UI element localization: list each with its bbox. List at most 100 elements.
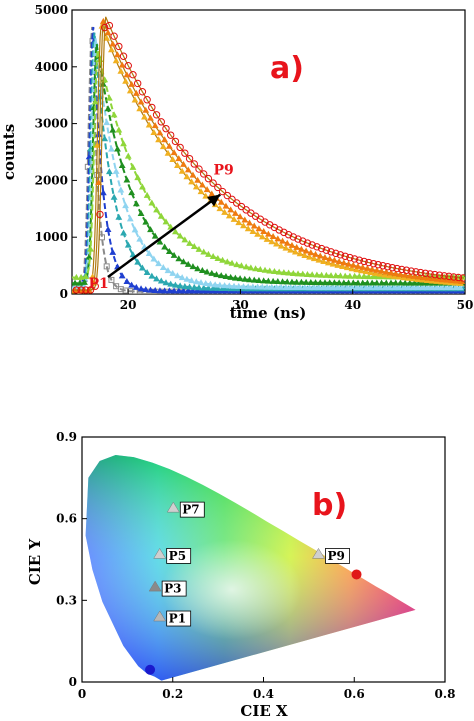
decay-point [217,198,225,205]
decay-point [456,284,464,291]
decay-point [128,189,136,196]
decay-point [303,239,312,247]
decay-point [343,264,351,271]
decay-point [409,284,417,291]
cie-point-label-box [325,548,350,564]
decay-point [247,264,255,271]
decay-point [242,263,250,270]
decay-point [72,279,79,286]
trend-arrow-head [206,194,221,207]
decay-point [96,210,104,219]
decay-point [114,51,121,58]
cie-point-label: P5 [169,549,186,563]
decay-point [395,284,403,291]
decay-point [174,272,181,279]
decay-point [157,277,165,284]
decay-point [157,118,165,126]
decay-point [345,279,352,286]
cie-chart: 0 0.2 0.4 0.6 0.8 0 0.3 0.6 0.9 P1 P3 P5 P7 P9 b) CI… [26,430,455,720]
cie-point-marker [153,547,167,559]
decay-point [184,260,192,267]
decay-point [136,235,144,242]
decay-point [118,161,126,168]
decay-point [339,263,346,270]
decay-point [148,272,156,279]
decay-point [142,286,150,293]
decay-point [72,286,81,294]
decay-point [123,278,131,285]
decay-series-group [72,16,465,294]
decay-point [454,273,463,282]
decay-point [306,284,313,291]
decay-point [360,257,368,266]
decay-point [268,283,276,290]
decay-point [302,247,310,254]
cie-point-label: P3 [164,582,181,596]
decay-point [438,284,445,291]
decay-point [327,248,335,256]
x-axis-title: time (ns) [230,304,307,322]
decay-point [148,199,156,206]
decay-point [159,263,167,270]
decay-point [194,265,202,272]
decay-point [260,277,268,284]
decay-point [117,67,125,74]
decay-point [326,255,334,262]
decay-point [283,239,291,246]
decay-point [176,232,184,239]
decay-point [238,262,245,269]
decay-point [392,270,400,277]
decay-point [288,278,296,285]
decay-point [255,276,263,283]
decay-point [378,279,385,286]
decay-point [110,32,118,40]
decay-point [304,270,311,277]
cie-y-tick-label: 0.6 [56,512,77,526]
decay-point [132,283,140,290]
decay-point [169,156,177,163]
decay-point [364,264,371,271]
decay-point [209,179,217,187]
decay-point [151,286,159,293]
decay-point [312,279,319,286]
cie-point-label: P1 [169,612,186,626]
decay-point [170,149,178,156]
decay-point [175,155,183,162]
decay-point [355,256,364,264]
decay-point [216,205,224,212]
decay-point [317,244,326,253]
decay-point [142,218,150,225]
decay-point [197,188,205,195]
decay-point [449,273,458,281]
decay-point [273,283,280,290]
trend-arrow-line [107,193,221,278]
decay-point [320,258,328,265]
decay-point [264,230,272,237]
decay-point [246,219,253,226]
decay-point [104,29,112,36]
decay-point [412,268,420,276]
decay-point [137,285,145,292]
decay-point [155,260,162,267]
decay-point [360,273,368,280]
decay-point [188,277,195,284]
decay-point [387,279,395,286]
decay-point [373,279,381,286]
decay-point [143,269,151,276]
decay-point [291,248,299,255]
decay-point [331,256,338,263]
decay-point [114,145,121,152]
decay-point [200,284,208,291]
decay-point [118,272,126,279]
decay-point [209,253,217,260]
decay-point [91,98,99,105]
decay-point [161,243,169,250]
decay-point [376,284,384,291]
decay-point [378,267,385,274]
decay-point [387,269,395,276]
decay-point [184,287,192,294]
decay-point [147,226,154,233]
decay-point [447,284,455,291]
decay-point [320,284,328,291]
